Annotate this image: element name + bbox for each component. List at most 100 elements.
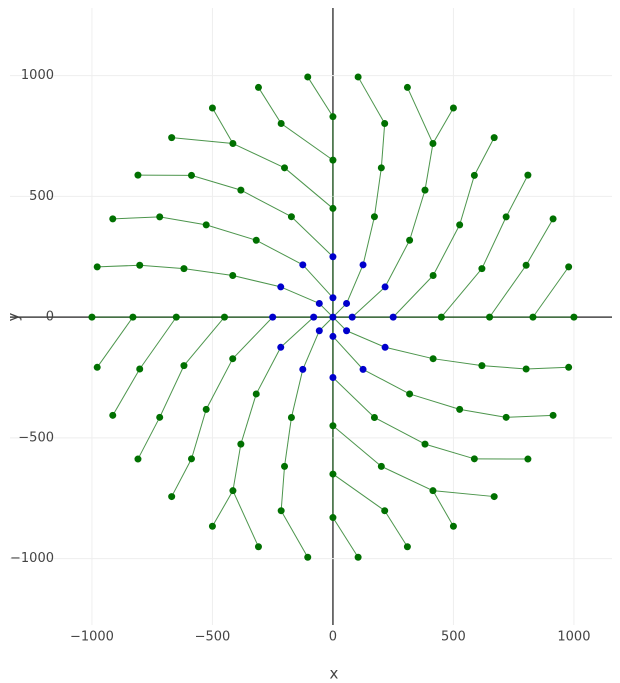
node bbox=[502, 213, 510, 221]
node bbox=[299, 365, 307, 373]
node bbox=[329, 313, 337, 321]
x-tick-label: −1000 bbox=[70, 630, 114, 645]
edge bbox=[280, 510, 309, 558]
node bbox=[570, 313, 578, 321]
node bbox=[93, 363, 101, 371]
node bbox=[287, 414, 295, 422]
edge bbox=[232, 490, 259, 547]
edge bbox=[280, 123, 334, 161]
edge bbox=[159, 365, 185, 418]
x-axis-title: x bbox=[330, 665, 339, 683]
y-tick-label: −1000 bbox=[10, 551, 54, 566]
edge bbox=[290, 369, 304, 418]
edge bbox=[284, 167, 334, 209]
node bbox=[88, 313, 96, 321]
node bbox=[109, 215, 117, 223]
edge bbox=[97, 264, 140, 268]
edge bbox=[380, 123, 386, 168]
node bbox=[403, 543, 411, 551]
edge bbox=[505, 174, 529, 218]
node bbox=[456, 221, 464, 229]
node bbox=[549, 215, 557, 223]
edge bbox=[409, 189, 426, 241]
node bbox=[168, 134, 176, 142]
node bbox=[252, 390, 260, 398]
edge bbox=[159, 216, 207, 226]
edge bbox=[256, 239, 304, 266]
edge bbox=[232, 275, 281, 288]
node bbox=[299, 261, 307, 269]
edge bbox=[255, 347, 282, 395]
node bbox=[437, 313, 445, 321]
edge bbox=[171, 137, 233, 145]
node bbox=[187, 455, 195, 463]
edge bbox=[212, 490, 234, 527]
edge bbox=[291, 216, 334, 258]
edge bbox=[362, 216, 375, 265]
edge bbox=[183, 316, 225, 366]
edge bbox=[332, 473, 385, 512]
node bbox=[329, 253, 337, 261]
node bbox=[502, 413, 510, 421]
edge bbox=[206, 224, 257, 241]
edge bbox=[191, 409, 207, 459]
edge bbox=[489, 264, 527, 318]
edge bbox=[307, 76, 334, 117]
node bbox=[522, 365, 530, 373]
y-tick-label: 1000 bbox=[21, 68, 54, 83]
node bbox=[329, 373, 337, 381]
edge bbox=[332, 377, 375, 418]
node bbox=[329, 470, 337, 478]
node bbox=[109, 411, 117, 419]
node bbox=[406, 236, 414, 244]
node bbox=[329, 514, 337, 522]
node bbox=[168, 493, 176, 501]
node bbox=[449, 522, 457, 530]
x-tick-label: −500 bbox=[195, 630, 231, 645]
node bbox=[524, 171, 532, 179]
edge bbox=[374, 417, 426, 445]
node bbox=[254, 83, 262, 91]
node bbox=[287, 213, 295, 221]
edge bbox=[381, 465, 434, 492]
node bbox=[429, 272, 437, 280]
node bbox=[565, 263, 573, 271]
edge bbox=[532, 266, 570, 318]
edge bbox=[424, 143, 434, 191]
node bbox=[429, 140, 437, 148]
edge bbox=[284, 417, 292, 467]
edge bbox=[384, 510, 408, 548]
edge bbox=[139, 316, 177, 370]
edge bbox=[459, 408, 507, 418]
node bbox=[136, 261, 144, 269]
node bbox=[329, 204, 337, 212]
node bbox=[134, 171, 142, 179]
edge bbox=[332, 336, 364, 370]
edge bbox=[112, 216, 160, 220]
node bbox=[329, 332, 337, 340]
node bbox=[281, 462, 289, 470]
node bbox=[429, 355, 437, 363]
edge bbox=[432, 224, 461, 276]
node bbox=[310, 313, 318, 321]
edge bbox=[232, 316, 274, 360]
edge bbox=[280, 316, 314, 348]
edge bbox=[459, 175, 475, 225]
node bbox=[421, 186, 429, 194]
edge bbox=[481, 216, 507, 269]
edge bbox=[280, 286, 320, 304]
edge bbox=[351, 286, 386, 318]
node bbox=[470, 455, 478, 463]
node bbox=[136, 365, 144, 373]
edge bbox=[432, 490, 495, 498]
node bbox=[370, 414, 378, 422]
node bbox=[252, 236, 260, 244]
node bbox=[429, 487, 437, 495]
edge bbox=[240, 189, 292, 218]
node bbox=[470, 171, 478, 179]
node bbox=[329, 422, 337, 430]
node bbox=[269, 313, 277, 321]
x-tick-label: 500 bbox=[441, 630, 466, 645]
node bbox=[490, 493, 498, 501]
